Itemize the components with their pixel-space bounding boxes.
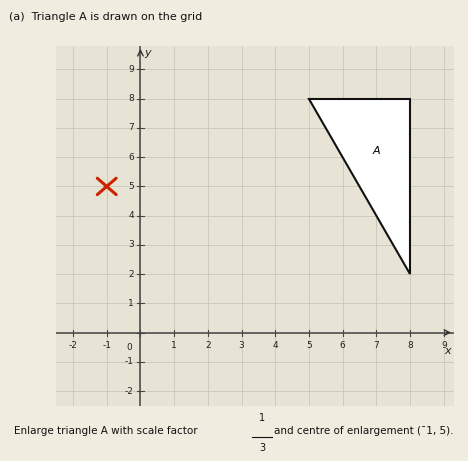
Text: 9: 9 [128, 65, 134, 74]
Text: 5: 5 [306, 341, 312, 350]
Text: 7: 7 [373, 341, 379, 350]
Text: A: A [373, 146, 380, 156]
Text: 8: 8 [128, 94, 134, 103]
Text: Enlarge triangle A with scale factor: Enlarge triangle A with scale factor [14, 426, 197, 436]
Text: 2: 2 [205, 341, 211, 350]
Text: 4: 4 [128, 211, 134, 220]
Text: 3: 3 [128, 240, 134, 249]
Text: 1: 1 [128, 299, 134, 308]
Text: 7: 7 [128, 124, 134, 132]
Text: -2: -2 [69, 341, 77, 350]
Text: 3: 3 [259, 443, 265, 454]
Text: 8: 8 [407, 341, 413, 350]
Text: -1: -1 [102, 341, 111, 350]
Text: 3: 3 [239, 341, 244, 350]
Text: (a)  Triangle A is drawn on the grid: (a) Triangle A is drawn on the grid [9, 12, 203, 22]
Text: 6: 6 [128, 153, 134, 162]
Text: -2: -2 [125, 387, 134, 396]
Text: and centre of enlargement (¯1, 5).: and centre of enlargement (¯1, 5). [274, 426, 454, 436]
Text: x: x [444, 346, 451, 356]
Text: 1: 1 [171, 341, 177, 350]
Text: -1: -1 [124, 357, 134, 366]
Text: 4: 4 [272, 341, 278, 350]
Polygon shape [309, 99, 410, 274]
Text: y: y [145, 47, 151, 58]
Text: 6: 6 [340, 341, 345, 350]
Text: 9: 9 [441, 341, 447, 350]
Text: 5: 5 [128, 182, 134, 191]
Text: 1: 1 [259, 413, 265, 423]
Text: 0: 0 [126, 343, 132, 352]
Text: 2: 2 [128, 270, 134, 278]
